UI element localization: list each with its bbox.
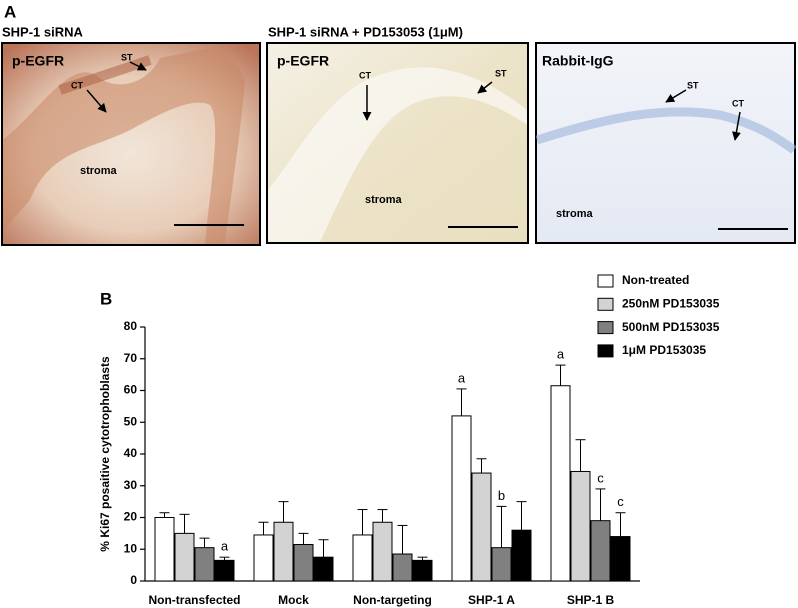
ct-label: CT [732,98,744,108]
bar [174,532,195,582]
bar [610,536,631,582]
x-tick-label: Non-transfected [148,593,240,607]
bar [372,521,393,582]
image-title: SHP-1 siRNA [2,24,84,39]
bar [451,415,472,582]
legend-label: Non-treated [622,273,689,287]
micrograph [535,42,797,244]
chart: 0 10 20 30 40 50 60 70 80 Non-transfected a Mock Non… [124,273,720,607]
panel-label: A [4,2,16,21]
y-tick-label: 70 [124,351,138,365]
y-axis-label: % Ki67 posaitive cytotrophoblasts [98,356,112,552]
y-tick-label: 40 [124,446,138,460]
bar [154,517,175,582]
x-tick-label: SHP-1 B [567,593,615,607]
legend-swatch [597,274,614,288]
x-tick-label: SHP-1 A [468,593,515,607]
micrograph [266,42,529,244]
significance-label: c [597,470,604,485]
panel-label: B [100,289,112,308]
micrograph [1,42,261,246]
significance-label: a [458,370,466,385]
bar [273,521,294,582]
st-label: ST [495,68,507,78]
legend-swatch [597,344,614,358]
stroma-label: stroma [80,165,118,177]
significance-label: c [617,494,624,509]
bar [471,472,492,582]
x-tick-label: Mock [278,593,309,607]
bar [194,547,215,582]
bar [214,559,235,582]
bar [392,553,413,582]
st-label: ST [687,80,699,90]
legend-label: 500nM PD153035 [622,320,720,334]
stroma-label: stroma [556,208,594,220]
image-title: SHP-1 siRNA + PD153053 (1μM) [268,24,463,39]
stroma-label: stroma [365,194,403,206]
x-tick-label: Non-targeting [353,593,432,607]
significance-label: b [498,488,505,503]
bar [590,520,611,582]
ct-label: CT [71,80,83,90]
legend-label: 250nM PD153035 [622,296,720,310]
significance-label: a [557,347,565,362]
bar [293,543,314,582]
stain-label: p-EGFR [12,53,64,69]
legend-swatch [597,321,614,335]
legend-swatch [597,297,614,311]
y-tick-label: 30 [124,478,138,492]
st-label: ST [121,52,133,62]
bar [570,470,591,582]
significance-label: a [221,539,229,554]
y-tick-label: 60 [124,383,138,397]
y-tick-label: 50 [124,414,138,428]
bar [313,556,334,582]
bar [412,559,433,582]
bar [511,529,532,582]
legend-label: 1μM PD153035 [622,343,706,357]
stain-label: p-EGFR [277,53,329,69]
bar [491,547,512,582]
bar [550,385,571,582]
bar [253,534,274,582]
y-tick-label: 10 [124,541,138,555]
y-tick-label: 80 [124,319,138,333]
y-tick-label: 0 [130,573,137,587]
bar [352,534,373,582]
ct-label: CT [359,70,371,80]
stain-label: Rabbit-IgG [542,53,614,69]
y-tick-label: 20 [124,510,138,524]
